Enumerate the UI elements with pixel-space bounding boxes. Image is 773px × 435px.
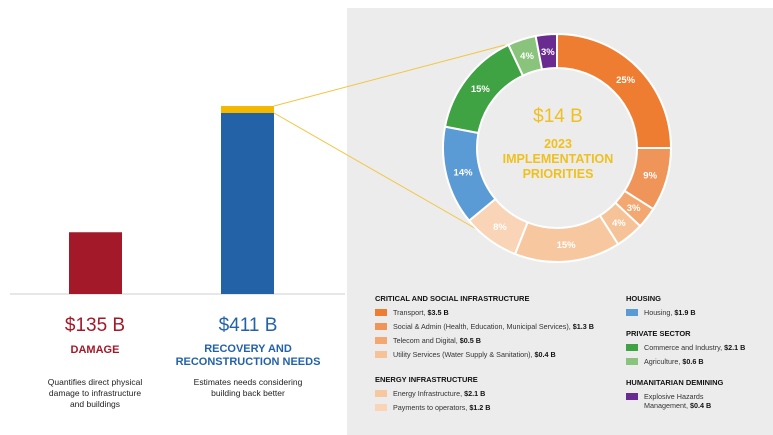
legend-heading-demining: HUMANITARIAN DEMINING <box>626 378 724 387</box>
legend-label: Energy Infrastructure, <box>393 389 465 398</box>
legend-item-commerce: Commerce and Industry, $2.1 B <box>626 343 745 352</box>
legend-item-housing: Housing, $1.9 B <box>626 308 696 317</box>
donut-slice-explosive-hazards-management <box>534 32 558 71</box>
legend-swatch <box>375 351 387 358</box>
recovery-label-line1: RECOVERY AND <box>204 343 292 355</box>
legend-heading-private: PRIVATE SECTOR <box>626 329 691 338</box>
legend-item-demining: Explosive Hazards Management, $0.4 B <box>626 392 711 410</box>
legend-label-line2: Management, <box>644 401 690 410</box>
legend-swatch <box>626 344 638 351</box>
donut-title-line1: 2023 <box>544 137 572 151</box>
donut-slice-label: 15% <box>471 84 491 95</box>
legend-swatch <box>375 404 387 411</box>
donut-slice-label: 25% <box>616 75 636 86</box>
legend-value: $0.5 B <box>459 336 481 345</box>
damage-desc-line2: damage to infrastructure <box>48 388 142 398</box>
legend-heading-housing: HOUSING <box>626 294 662 303</box>
legend-item-telecom: Telecom and Digital, $0.5 B <box>375 336 481 345</box>
donut-slice-energy-infrastructure <box>513 214 620 263</box>
legend-value: $1.9 B <box>674 308 696 317</box>
recovery-description: Estimates needs considering building bac… <box>178 377 318 399</box>
legend-item-utility: Utility Services (Water Supply & Sanitat… <box>375 350 556 359</box>
donut-slice-label: 3% <box>627 203 641 214</box>
donut-slice-label: 4% <box>612 218 626 229</box>
damage-label: DAMAGE <box>70 344 120 356</box>
donut-title-line3: PRIORITIES <box>522 167 594 181</box>
legend-heading-critical: CRITICAL AND SOCIAL INFRASTRUCTURE <box>375 294 530 303</box>
damage-description: Quantifies direct physical damage to inf… <box>25 377 165 410</box>
connector-line-bottom <box>273 112 493 239</box>
recovery-label: RECOVERY AND RECONSTRUCTION NEEDS <box>168 343 328 369</box>
legend-swatch <box>626 358 638 365</box>
donut-center-title: 2023 IMPLEMENTATION PRIORITIES <box>482 137 634 182</box>
legend-swatch <box>375 337 387 344</box>
legend-label: Telecom and Digital, <box>393 336 460 345</box>
legend-label: Transport, <box>393 308 428 317</box>
legend-value: $0.4 B <box>689 401 712 410</box>
recovery-desc-line1: Estimates needs considering <box>193 377 303 387</box>
bar-highlight-2023 <box>221 106 274 113</box>
legend-item-energy: Energy Infrastructure, $2.1 B <box>375 389 485 398</box>
legend-value: $2.1 B <box>464 389 486 398</box>
legend-swatch <box>375 323 387 330</box>
legend-label: Utility Services (Water Supply & Sanitat… <box>393 350 535 359</box>
connector-line-top <box>273 44 506 107</box>
damage-amount: $135 B <box>64 315 126 336</box>
donut-slice-label: 3% <box>541 47 555 58</box>
donut-center-amount: $14 B <box>533 106 583 127</box>
legend-label: Payments to operators, <box>393 403 470 412</box>
legend-value: $0.4 B <box>534 350 556 359</box>
legend-swatch <box>375 309 387 316</box>
bar-recovery <box>221 106 274 294</box>
donut-title-line2: IMPLEMENTATION <box>502 152 614 166</box>
legend-item-social: Social & Admin (Health, Education, Munic… <box>375 322 594 331</box>
legend-swatch <box>626 309 638 316</box>
damage-desc-line3: and buildings <box>69 399 121 409</box>
donut-slice-label: 15% <box>557 240 577 251</box>
legend-label: Housing, <box>644 308 675 317</box>
donut-slice-label: 4% <box>520 51 534 62</box>
legend-value: $1.2 B <box>469 403 491 412</box>
donut-slice-transport <box>556 32 673 149</box>
legend-swatch <box>626 393 638 400</box>
damage-desc-line1: Quantifies direct physical <box>47 377 143 387</box>
legend-label: Explosive Hazards <box>644 392 704 401</box>
bar-damage <box>69 232 122 294</box>
legend-item-payments: Payments to operators, $1.2 B <box>375 403 491 412</box>
legend-label: Commerce and Industry, <box>644 343 725 352</box>
recovery-label-line2: RECONSTRUCTION NEEDS <box>175 356 321 368</box>
priorities-panel <box>347 8 773 435</box>
legend-heading-energy: ENERGY INFRASTRUCTURE <box>375 375 478 384</box>
donut-slice-label: 14% <box>454 168 474 179</box>
recovery-amount: $411 B <box>218 315 278 336</box>
legend-item-agriculture: Agriculture, $0.6 B <box>626 357 704 366</box>
legend-item-transport: Transport, $3.5 B <box>375 308 449 317</box>
legend-value: $1.3 B <box>572 322 594 331</box>
legend-value: $3.5 B <box>427 308 449 317</box>
legend-value: $0.6 B <box>682 357 704 366</box>
legend-swatch <box>375 390 387 397</box>
legend-label: Social & Admin (Health, Education, Munic… <box>393 322 573 331</box>
donut-slice-label: 8% <box>493 222 507 233</box>
legend-label: Agriculture, <box>644 357 683 366</box>
recovery-desc-line2: building back better <box>211 388 285 398</box>
legend-value: $2.1 B <box>724 343 746 352</box>
donut-slice-label: 9% <box>643 171 657 182</box>
